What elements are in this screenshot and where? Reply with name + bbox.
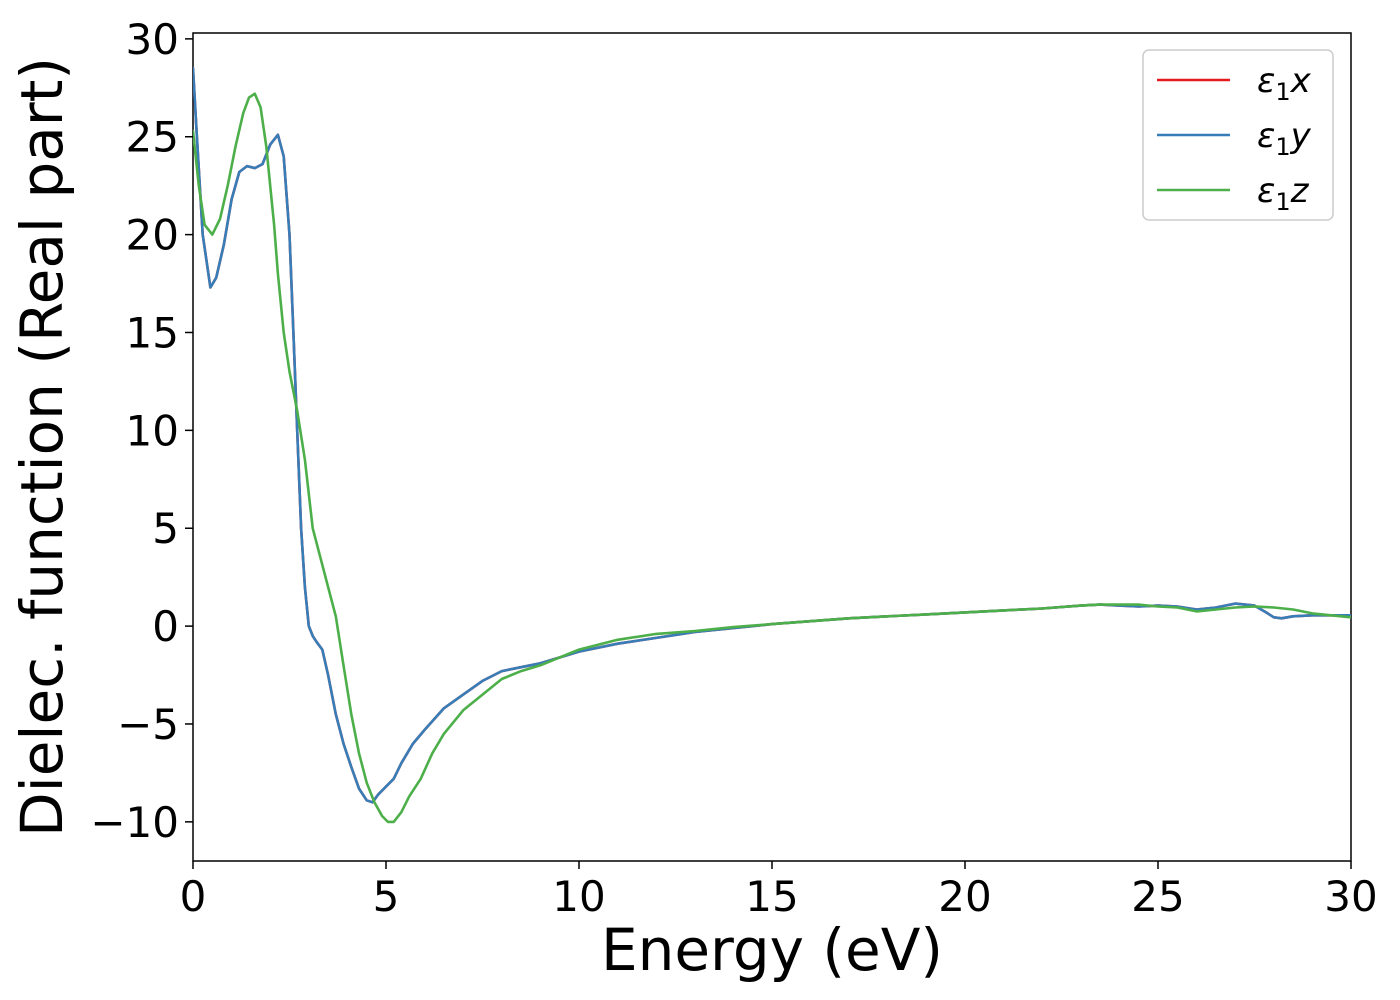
x-axis-title: Energy (eV) <box>601 916 943 984</box>
y-tick-label: −5 <box>117 700 179 749</box>
legend-entry-x: ε1x <box>1157 61 1312 106</box>
y-tick-label: −10 <box>90 798 179 847</box>
legend-box <box>1142 49 1334 221</box>
legend-entry-z: ε1z <box>1157 171 1310 216</box>
x-tick-label: 10 <box>552 872 605 921</box>
series-lines <box>193 66 1351 824</box>
x-tick-label: 20 <box>938 872 991 921</box>
x-tick-label: 0 <box>180 872 207 921</box>
series-line-z <box>193 92 1351 824</box>
legend-entries: ε1x ε1y ε1z <box>1157 61 1312 216</box>
x-tick-label: 5 <box>373 872 400 921</box>
legend-label: ε1z <box>1257 171 1310 216</box>
legend-label: ε1y <box>1257 116 1312 161</box>
legend-entry-y: ε1y <box>1157 116 1312 161</box>
x-axis-ticks: 0 5 10 15 20 25 30 <box>180 861 1378 921</box>
legend: ε1x ε1y ε1z <box>1142 49 1334 221</box>
x-tick-label: 25 <box>1131 872 1184 921</box>
x-tick-label: 15 <box>745 872 798 921</box>
legend-label: ε1x <box>1257 61 1312 106</box>
y-axis-ticks: −10 −5 0 5 10 15 20 25 30 <box>90 15 193 847</box>
y-tick-label: 20 <box>126 211 179 260</box>
y-tick-label: 25 <box>126 113 179 162</box>
y-tick-label: 0 <box>152 602 179 651</box>
y-tick-label: 30 <box>126 15 179 64</box>
y-tick-label: 10 <box>126 406 179 455</box>
y-tick-label: 5 <box>152 504 179 553</box>
y-axis-title: Dielec. function (Real part) <box>8 57 76 837</box>
x-tick-label: 30 <box>1324 872 1377 921</box>
y-tick-label: 15 <box>126 308 179 357</box>
